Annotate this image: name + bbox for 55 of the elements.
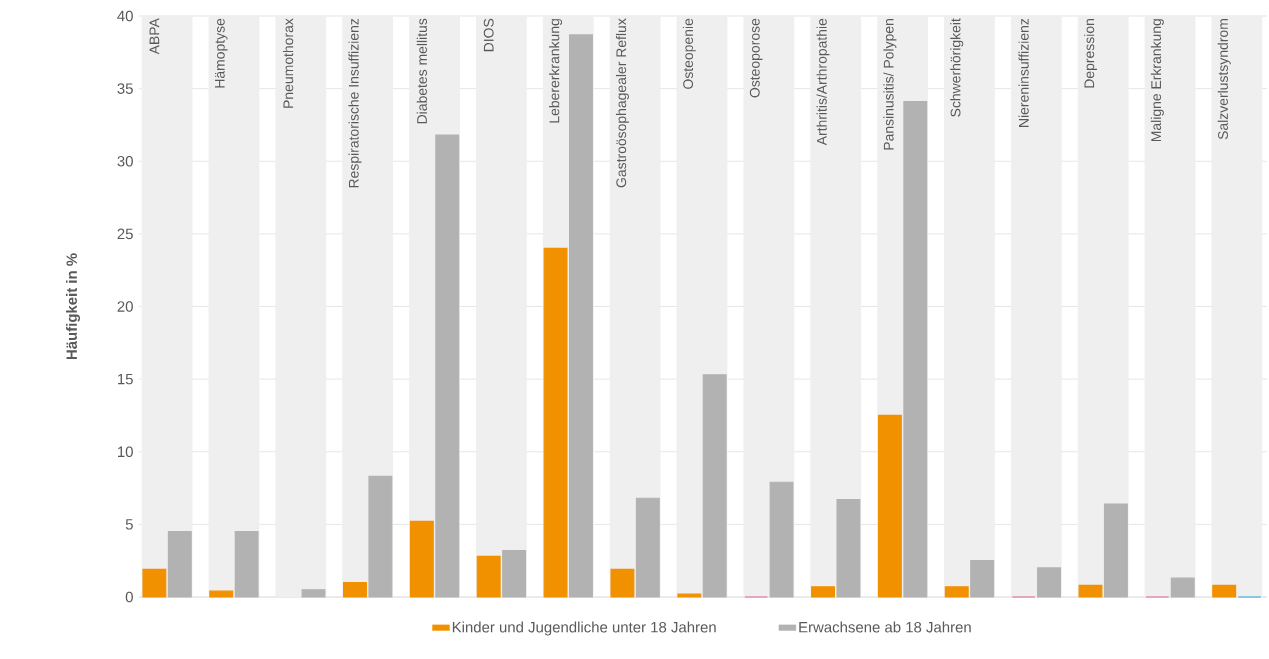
bar	[301, 589, 326, 598]
y-tick-label: 20	[117, 301, 133, 312]
x-tick-label: ABPA	[149, 18, 160, 55]
bar	[368, 475, 393, 598]
bar	[1037, 567, 1061, 598]
x-tick-label: DIOS	[483, 18, 494, 52]
bar	[702, 374, 727, 598]
x-tick-label: Gastroösophagealer Reflux	[615, 18, 629, 188]
bar	[476, 555, 501, 598]
legend-label: Erwachsene ab 18 Jahren	[799, 621, 971, 633]
x-tick-label: Hämoptyse	[215, 18, 228, 88]
x-tick-label: Lebererkrankung	[549, 19, 563, 123]
x-tick-label: Osteopenie	[682, 18, 696, 89]
bar	[811, 586, 835, 598]
y-tick-label: 40	[117, 10, 133, 22]
x-tick-label: Salzverlustsyndrom	[1217, 19, 1231, 140]
bar	[1212, 584, 1237, 598]
bar	[234, 531, 259, 598]
bar	[877, 414, 902, 598]
y-tick-label: 5	[125, 519, 133, 530]
bar	[167, 531, 192, 598]
bar	[142, 568, 167, 598]
legend-label: Kinder und Jugendliche unter 18 Jahren	[452, 621, 716, 636]
bar	[209, 590, 234, 598]
x-tick-label: Niereninsuffizienz	[1018, 18, 1029, 127]
bar	[1078, 584, 1103, 598]
x-tick-label: Respiratorische Insuffizienz	[348, 18, 362, 188]
bar	[543, 247, 568, 598]
y-tick-label: 25	[117, 228, 133, 240]
bar	[769, 481, 794, 598]
x-tick-label: Osteoporose	[749, 18, 763, 98]
x-tick-label: Schwerhörigkeit	[950, 18, 964, 117]
x-tick-label: Pansinusitis/ Polypen	[883, 19, 897, 150]
x-tick-label: Maligne Erkrankung	[1150, 19, 1164, 142]
y-tick-label: 15	[118, 373, 133, 385]
x-tick-label: Arthritis/Arthropathie	[816, 18, 830, 146]
bar	[836, 499, 861, 598]
x-tick-label: Depression	[1083, 19, 1097, 88]
bar	[1103, 503, 1128, 598]
bar	[343, 581, 367, 598]
y-tick-label: 30	[117, 155, 133, 167]
bar	[944, 586, 969, 598]
y-tick-label: 35	[117, 83, 133, 94]
bar	[409, 520, 434, 598]
y-tick-label: 10	[118, 446, 133, 458]
bar	[502, 549, 527, 598]
y-tick-label: 0	[125, 591, 133, 603]
y-axis-title: Häufigkeit in %	[66, 253, 81, 360]
x-tick-label: Diabetes mellitus	[416, 18, 427, 124]
bar	[610, 568, 635, 598]
bar	[635, 497, 660, 598]
x-tick-label: Pneumothorax	[282, 18, 294, 108]
bar	[677, 593, 702, 598]
bar	[1170, 577, 1195, 598]
bar	[970, 560, 995, 598]
